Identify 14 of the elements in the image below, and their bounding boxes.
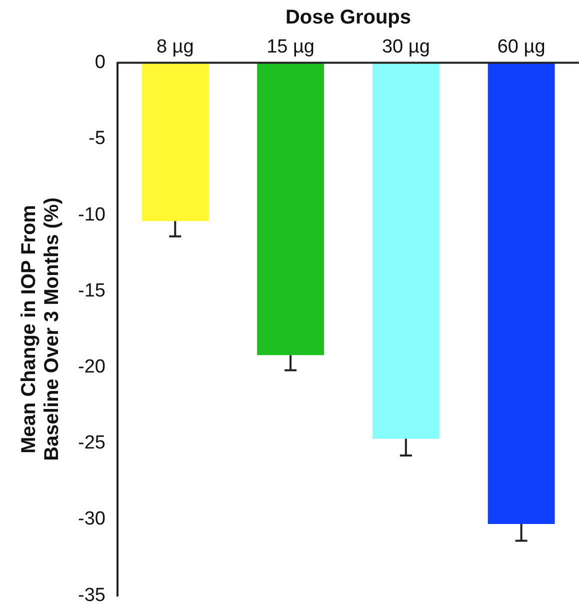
y-tick-label: 0 <box>94 52 106 74</box>
y-tick-label: -5 <box>88 128 106 150</box>
x-tick-label: 60 µg <box>497 36 546 58</box>
x-axis-title: Dose Groups <box>285 6 412 29</box>
x-tick-label: 30 µg <box>382 36 430 58</box>
x-tick-label: 8 µg <box>156 36 194 58</box>
y-tick-label: -10 <box>78 204 106 226</box>
y-tick-label: -20 <box>78 356 106 378</box>
y-axis-title: Mean Change in IOP From Baseline Over 3 Months (%) <box>18 197 64 461</box>
x-tick-label: 15 µg <box>266 36 315 58</box>
y-tick-label: -35 <box>78 584 106 606</box>
y-tick-label: -25 <box>78 432 106 454</box>
y-tick-label: -30 <box>78 508 106 530</box>
y-tick-label: -15 <box>78 280 106 302</box>
